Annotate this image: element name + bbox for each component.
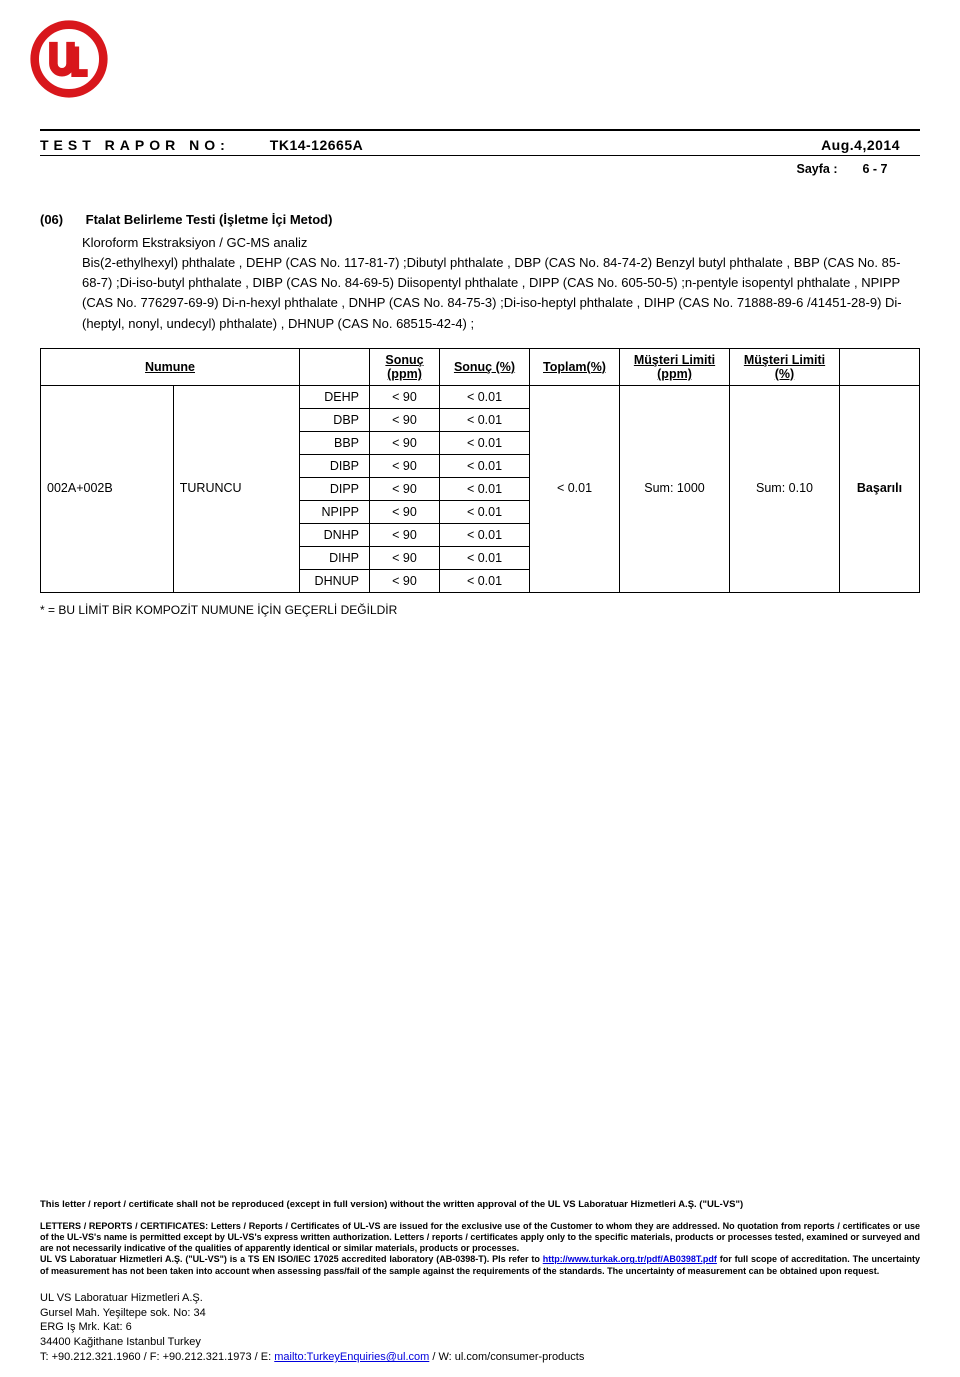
table-footnote: * = BU LİMİT BİR KOMPOZİT NUMUNE İÇİN GE… <box>40 603 920 617</box>
result-ppm-cell: < 90 <box>370 431 440 454</box>
result-ppm-cell: < 90 <box>370 408 440 431</box>
analyte-cell: DIBP <box>300 454 370 477</box>
addr-contact: T: +90.212.321.1960 / F: +90.212.321.197… <box>40 1350 920 1365</box>
analyte-cell: NPIPP <box>300 500 370 523</box>
result-ppm-cell: < 90 <box>370 454 440 477</box>
result-pct-cell: < 0.01 <box>440 523 530 546</box>
sample-id-cell-upper <box>41 385 174 477</box>
legal-text-2a: UL VS Laboratuar Hizmetleri A.Ş. ("UL-VS… <box>40 1254 543 1264</box>
col-limit-ppm: Müşteri Limiti (ppm) <box>634 353 715 381</box>
col-sample: Numune <box>145 360 195 374</box>
limit-ppm-cell: Sum: 1000 <box>620 477 730 592</box>
col-result-ppm: Sonuç (ppm) <box>385 353 423 381</box>
report-page: TEST RAPOR NO: TK14-12665A Aug.4,2014 Sa… <box>0 0 960 1377</box>
result-ppm-cell: < 90 <box>370 569 440 592</box>
result-pct-cell: < 0.01 <box>440 385 530 408</box>
page-footer: This letter / report / certificate shall… <box>40 1199 920 1365</box>
contact-suffix: / W: ul.com/consumer-products <box>429 1351 584 1363</box>
limit-pct-cell: Sum: 0.10 <box>730 477 840 592</box>
result-pct-cell: < 0.01 <box>440 477 530 500</box>
result-pct-cell: < 0.01 <box>440 500 530 523</box>
section-title: Ftalat Belirleme Testi (İşletme İçi Meto… <box>86 212 333 227</box>
footer-disclaimer: This letter / report / certificate shall… <box>40 1199 920 1211</box>
header-rule-bottom <box>40 155 920 156</box>
pass-cell: Başarılı <box>840 477 920 592</box>
analytes-text: Bis(2-ethylhexyl) phthalate , DEHP (CAS … <box>82 253 902 334</box>
result-ppm-cell: < 90 <box>370 477 440 500</box>
pass-cell-upper <box>840 385 920 477</box>
sample-desc-cell: TURUNCU <box>173 477 299 592</box>
page-label: Sayfa : <box>797 162 847 176</box>
result-pct-cell: < 0.01 <box>440 454 530 477</box>
analyte-cell: DNHP <box>300 523 370 546</box>
method-line: Kloroform Ekstraksiyon / GC-MS analiz <box>82 233 902 253</box>
results-table: Numune Sonuç (ppm) Sonuç (%) Toplam(%) M… <box>40 348 920 593</box>
report-header: TEST RAPOR NO: TK14-12665A Aug.4,2014 <box>40 137 920 153</box>
limit-ppm-cell-upper <box>620 385 730 477</box>
result-pct-cell: < 0.01 <box>440 408 530 431</box>
report-no-value: TK14-12665A <box>270 137 610 153</box>
contact-email-link[interactable]: mailto:TurkeyEnquiries@ul.com <box>274 1351 429 1363</box>
addr-line-2: Gursel Mah. Yeşiltepe sok. No: 34 <box>40 1306 920 1321</box>
result-ppm-cell: < 90 <box>370 546 440 569</box>
page-number: Sayfa : 6 - 7 <box>40 162 920 176</box>
analyte-cell: BBP <box>300 431 370 454</box>
col-limit-pct: Müşteri Limiti (%) <box>744 353 825 381</box>
sample-id-cell: 002A+002B <box>41 477 174 592</box>
section-index: (06) <box>40 212 82 227</box>
footer-legal: LETTERS / REPORTS / CERTIFICATES: Letter… <box>40 1221 920 1277</box>
addr-line-4: 34400 Kağithane Istanbul Turkey <box>40 1335 920 1350</box>
col-result-pct: Sonuç (%) <box>454 360 515 374</box>
limit-pct-cell-upper <box>730 385 840 477</box>
test-section: (06) Ftalat Belirleme Testi (İşletme İçi… <box>40 212 920 334</box>
analyte-cell: DIHP <box>300 546 370 569</box>
report-date: Aug.4,2014 <box>821 137 900 153</box>
result-pct-cell: < 0.01 <box>440 569 530 592</box>
analyte-cell: DBP <box>300 408 370 431</box>
section-heading: (06) Ftalat Belirleme Testi (İşletme İçi… <box>40 212 920 227</box>
addr-line-3: ERG Iş Mrk. Kat: 6 <box>40 1320 920 1335</box>
report-no-label: TEST RAPOR NO: <box>40 137 230 153</box>
result-ppm-cell: < 90 <box>370 385 440 408</box>
analyte-cell: DEHP <box>300 385 370 408</box>
table-row: 002A+002BTURUNCUDIPP< 90< 0.01< 0.01Sum:… <box>41 477 920 500</box>
table-row: DEHP< 90< 0.01 <box>41 385 920 408</box>
result-pct-cell: < 0.01 <box>440 431 530 454</box>
accreditation-link[interactable]: http://www.turkak.org.tr/pdf/AB0398T.pdf <box>543 1254 717 1264</box>
result-pct-cell: < 0.01 <box>440 546 530 569</box>
contact-prefix: T: +90.212.321.1960 / F: +90.212.321.197… <box>40 1351 274 1363</box>
col-total-pct: Toplam(%) <box>543 360 606 374</box>
header-rule-top <box>40 129 920 131</box>
ul-logo <box>30 20 920 101</box>
result-ppm-cell: < 90 <box>370 523 440 546</box>
footer-address: UL VS Laboratuar Hizmetleri A.Ş. Gursel … <box>40 1291 920 1365</box>
table-header-row: Numune Sonuç (ppm) Sonuç (%) Toplam(%) M… <box>41 348 920 385</box>
addr-line-1: UL VS Laboratuar Hizmetleri A.Ş. <box>40 1291 920 1306</box>
sample-desc-cell-upper <box>173 385 299 477</box>
page-value: 6 - 7 <box>850 162 900 176</box>
analyte-cell: DIPP <box>300 477 370 500</box>
analyte-cell: DHNUP <box>300 569 370 592</box>
result-ppm-cell: < 90 <box>370 500 440 523</box>
legal-text-1: LETTERS / REPORTS / CERTIFICATES: Letter… <box>40 1221 920 1254</box>
total-cell-upper <box>530 385 620 477</box>
total-cell: < 0.01 <box>530 477 620 592</box>
